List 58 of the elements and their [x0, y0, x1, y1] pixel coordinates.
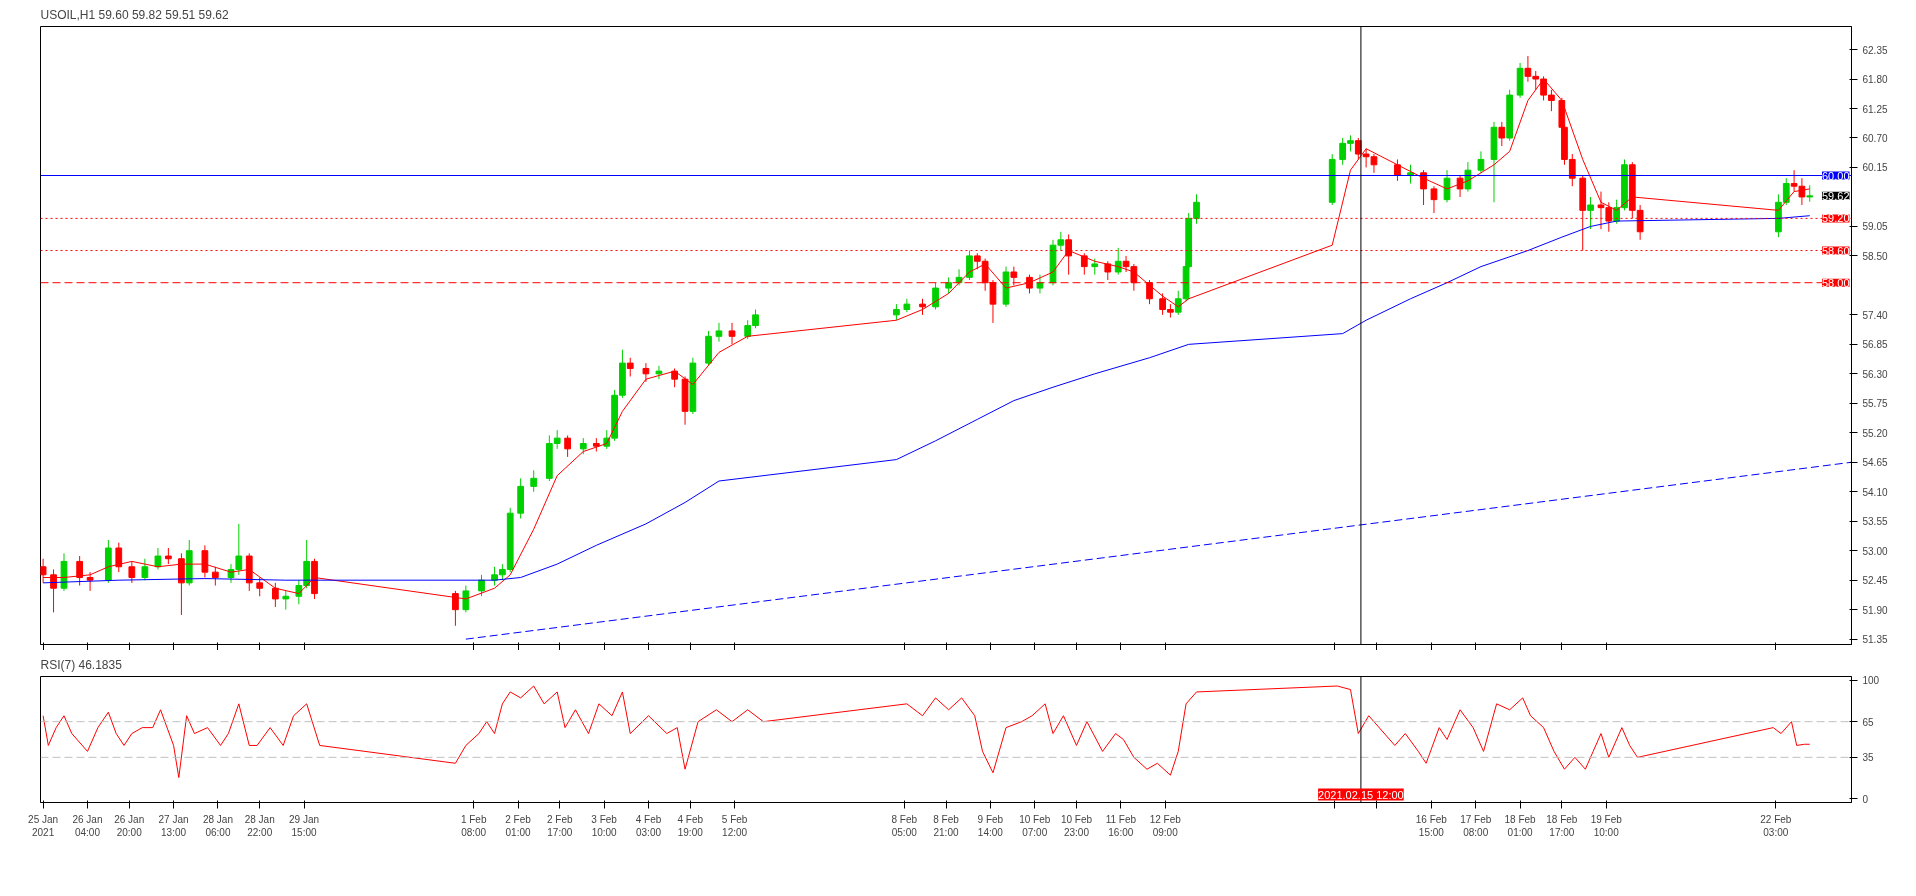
x-tick-label: 29 Jan 15:00: [289, 813, 320, 838]
x-tick-label: 19 Feb 10:00: [1590, 813, 1623, 838]
x-tick-label: 28 Jan 06:00: [202, 813, 233, 838]
y-tick-label: 51.35: [1862, 634, 1888, 646]
x-tick-label: 8 Feb 05:00: [891, 813, 918, 838]
x-tick-label: 17 Feb 08:00: [1460, 813, 1492, 838]
y-tick-label: 56.85: [1862, 339, 1888, 351]
x-tick-label: 28 Jan 22:00: [244, 813, 275, 838]
chart-title: USOIL,H1 59.60 59.82 59.51 59.62: [40, 7, 229, 22]
x-tick-label: 12 Feb 09:00: [1149, 813, 1182, 838]
x-tick-label: 26 Jan 20:00: [114, 813, 145, 838]
y-tick-label: 53.00: [1862, 545, 1888, 557]
x-tick-label: 18 Feb 17:00: [1546, 813, 1578, 838]
y-tick-label: 59.05: [1862, 221, 1888, 233]
y-tick-label: 52.45: [1862, 575, 1888, 587]
y-tick-label: 62.35: [1862, 44, 1888, 56]
x-tick-label: 18 Feb 01:00: [1504, 813, 1537, 838]
y-tick-label: 35: [1862, 752, 1875, 764]
x-tick-label: 10 Feb 23:00: [1060, 813, 1093, 838]
y-tick-label: 54.10: [1862, 486, 1888, 498]
x-tick-label: 25 Jan 2021: [28, 813, 59, 838]
x-tick-label: 4 Feb 19:00: [677, 813, 704, 838]
x-tick-label: 3 Feb 10:00: [591, 813, 618, 838]
y-tick-label: 60.70: [1862, 132, 1888, 144]
x-tick-label: 11 Feb 16:00: [1105, 813, 1137, 838]
x-tick-label: 4 Feb 03:00: [635, 813, 662, 838]
x-tick-label: 26 Jan 04:00: [72, 813, 103, 838]
x-tick-label: 5 Feb 12:00: [721, 813, 748, 838]
y-tick-label: 100: [1862, 675, 1880, 687]
y-tick-label: 51.90: [1862, 604, 1888, 616]
y-tick-label: 55.75: [1862, 398, 1888, 410]
x-tick-label: 9 Feb 14:00: [977, 813, 1004, 838]
y-tick-label: 61.25: [1862, 103, 1888, 115]
x-tick-label: 10 Feb 07:00: [1019, 813, 1051, 838]
chart-title: RSI(7) 46.1835: [40, 657, 123, 672]
ref-line-label: 58.00: [1821, 276, 1850, 289]
x-tick-label: 22 Feb 03:00: [1760, 813, 1792, 838]
y-tick-label: 57.40: [1862, 309, 1888, 321]
y-tick-label: 54.65: [1862, 457, 1888, 469]
x-tick-label: 8 Feb 21:00: [933, 813, 960, 838]
y-tick-label: 58.50: [1862, 250, 1888, 262]
y-tick-label: 65: [1862, 716, 1875, 728]
annotation: 59.62: [1821, 189, 1850, 202]
x-tick-label: 16 Feb 15:00: [1415, 813, 1448, 838]
x-tick-label: 1 Feb 08:00: [460, 813, 487, 838]
y-tick-label: 61.80: [1862, 74, 1888, 86]
y-tick-label: 60.15: [1862, 162, 1888, 174]
x-tick-label: 2 Feb 01:00: [505, 813, 532, 838]
ref-line-label: 58.60: [1821, 244, 1850, 257]
y-tick-label: 56.30: [1862, 368, 1888, 380]
ref-line-label: 59.20: [1821, 212, 1850, 225]
ref-line-label: 2021.02.15 12:00: [1318, 788, 1404, 801]
x-tick-label: 27 Jan 13:00: [158, 813, 189, 838]
ref-line-label: 60.00: [1821, 169, 1850, 182]
y-tick-label: 0: [1862, 793, 1869, 805]
x-tick-label: 2 Feb 17:00: [547, 813, 574, 838]
y-tick-label: 55.20: [1862, 427, 1888, 439]
y-tick-label: 53.55: [1862, 516, 1888, 528]
